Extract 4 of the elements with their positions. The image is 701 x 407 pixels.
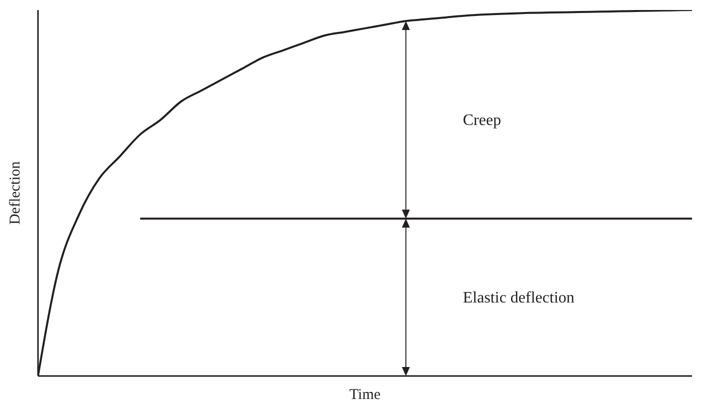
annotation: Elastic deflection (462, 289, 574, 306)
annotation: Creep (462, 112, 502, 129)
x-axis-title: Time (349, 387, 381, 403)
y-axis-title: Deflection (7, 160, 24, 225)
